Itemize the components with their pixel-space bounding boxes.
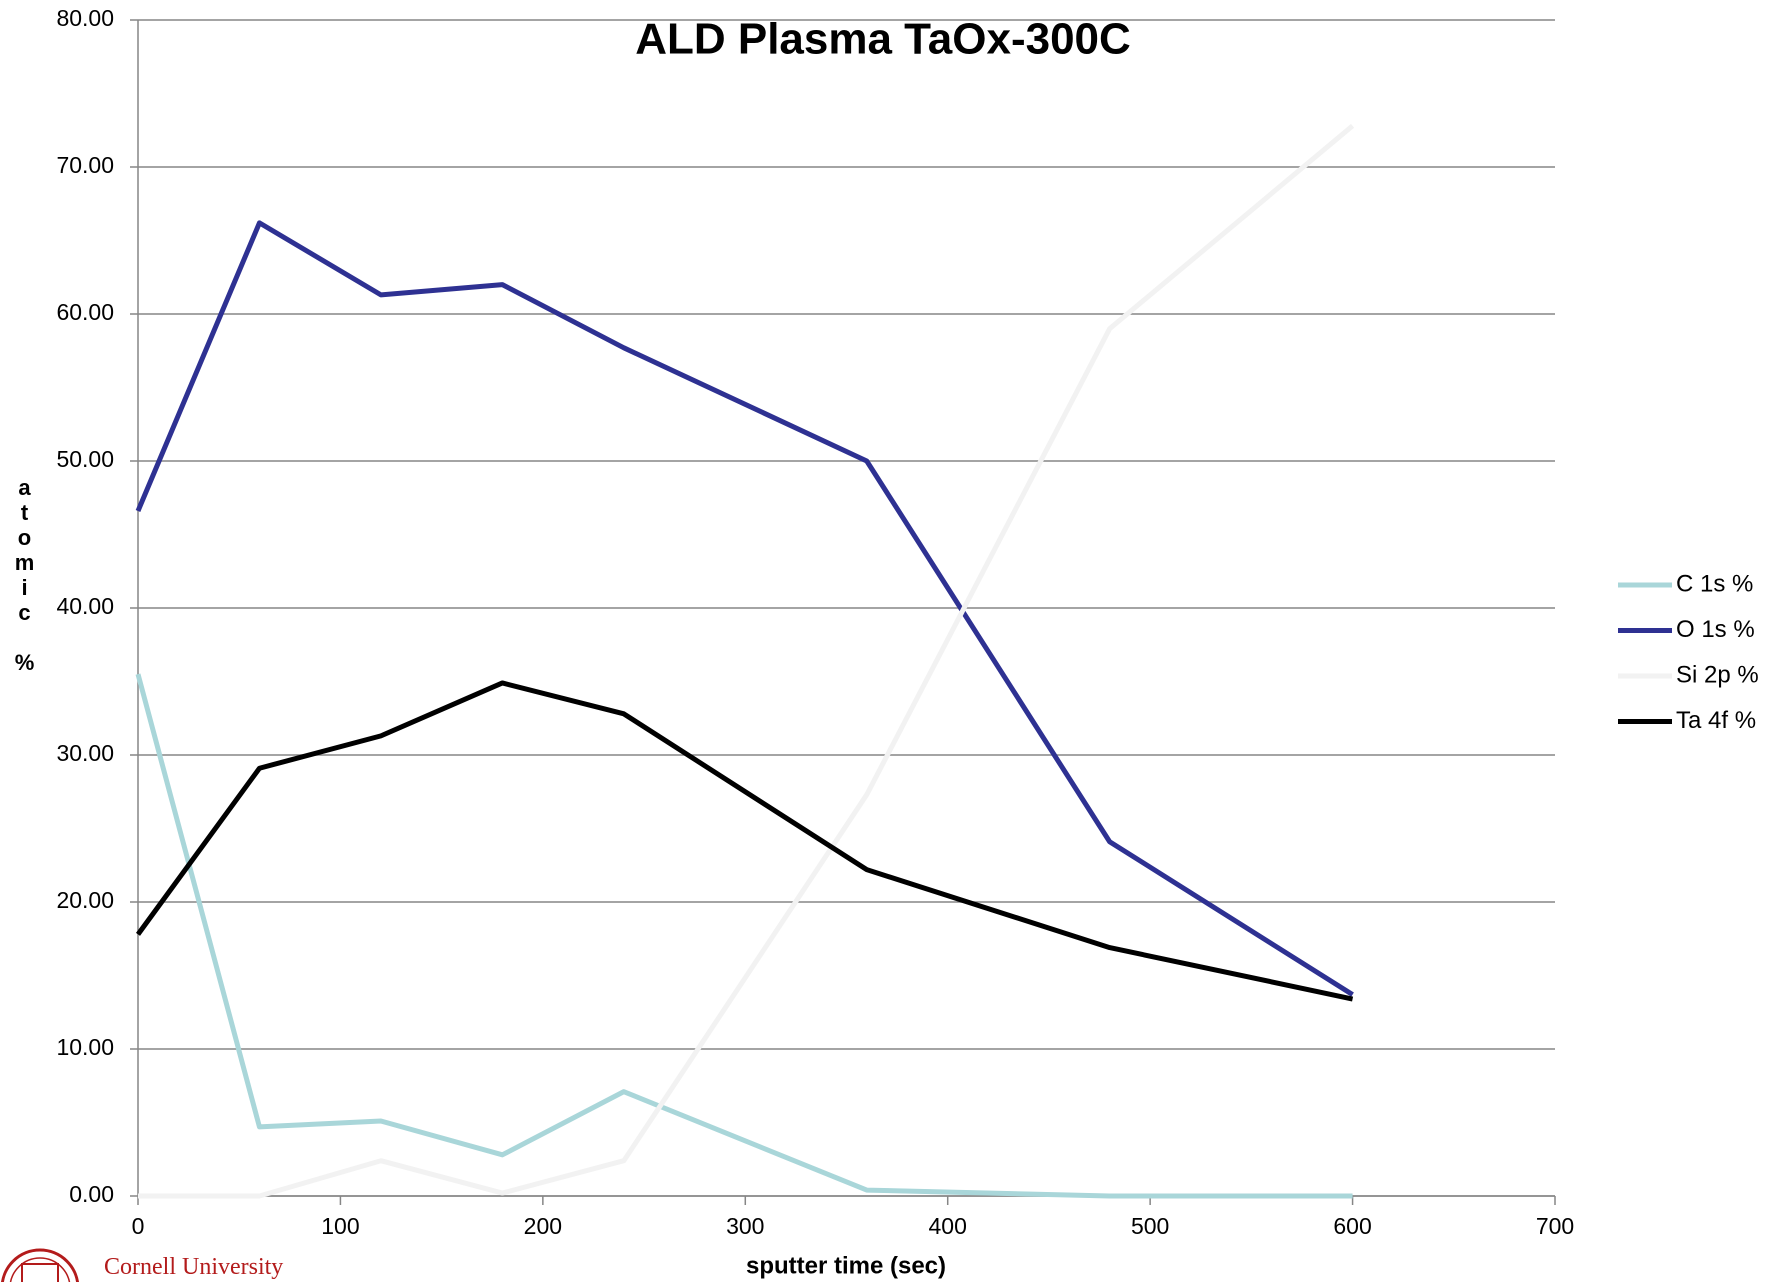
x-tick-label: 100	[321, 1213, 359, 1239]
y-tick-label: 60.00	[56, 299, 114, 325]
y-tick-label: 20.00	[56, 887, 114, 913]
x-tick-label: 700	[1536, 1213, 1574, 1239]
y-tick-label: 40.00	[56, 593, 114, 619]
x-tick-label: 0	[132, 1213, 145, 1239]
legend-label: O 1s %	[1676, 616, 1755, 643]
y-tick-label: 70.00	[56, 152, 114, 178]
logo	[0, 1248, 80, 1282]
series-line	[135, 680, 1354, 1002]
series-line	[135, 220, 1354, 997]
series-line	[135, 673, 1353, 1199]
y-tick-label: 0.00	[69, 1181, 114, 1207]
series-line	[138, 123, 1355, 1199]
legend-label: C 1s %	[1676, 570, 1753, 597]
y-tick-label: 80.00	[56, 5, 114, 31]
logo-text: Cornell University	[104, 1254, 284, 1280]
x-axis-label: sputter time (sec)	[746, 1252, 946, 1279]
x-tick-label: 300	[726, 1213, 764, 1239]
y-tick-label: 30.00	[56, 740, 114, 766]
x-tick-label: 200	[524, 1213, 562, 1239]
x-tick-label: 500	[1131, 1213, 1169, 1239]
y-tick-label: 10.00	[56, 1034, 114, 1060]
y-axis-label: atomic %	[12, 475, 37, 675]
x-tick-label: 400	[929, 1213, 967, 1239]
chart-title: ALD Plasma TaOx-300C	[635, 15, 1131, 64]
x-tick-label: 600	[1333, 1213, 1371, 1239]
y-tick-label: 50.00	[56, 446, 114, 472]
legend-label: Ta 4f %	[1676, 707, 1756, 734]
legend-label: Si 2p %	[1676, 661, 1759, 688]
